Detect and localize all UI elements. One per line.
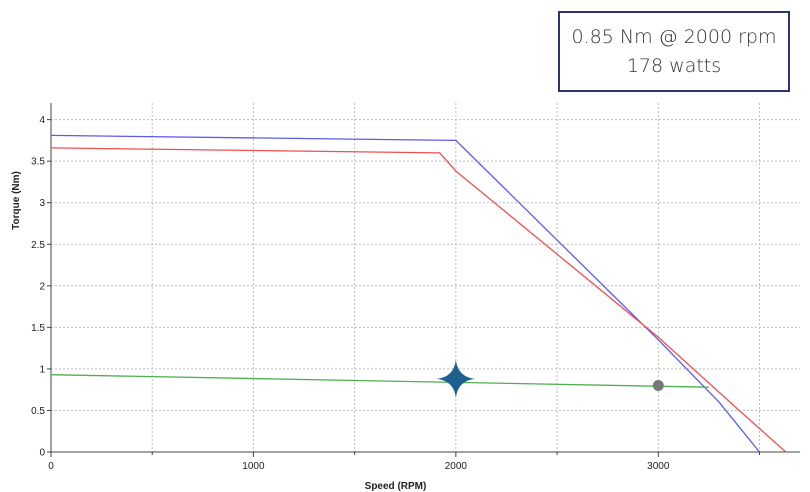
y-tick-label: 4 bbox=[39, 115, 45, 126]
y-tick-label: 0.5 bbox=[31, 406, 45, 417]
y-tick-label: 0 bbox=[39, 448, 45, 459]
y-tick-label: 2.5 bbox=[31, 240, 45, 251]
operating-point-readout: 0.85 Nm @ 2000 rpm 178 watts bbox=[558, 11, 790, 92]
y-tick-label: 1 bbox=[39, 364, 45, 375]
rated-point-dot-marker bbox=[652, 380, 664, 392]
x-tick-label: 2000 bbox=[445, 461, 468, 472]
readout-torque-speed: 0.85 Nm @ 2000 rpm bbox=[571, 25, 777, 48]
operating-point-star-marker bbox=[436, 359, 475, 398]
x-tick-label: 1000 bbox=[242, 461, 265, 472]
y-tick-label: 3 bbox=[39, 198, 45, 209]
grid-lines bbox=[51, 103, 800, 452]
series-line-2 bbox=[50, 374, 709, 388]
y-axis-title: Torque (Nm) bbox=[11, 171, 22, 230]
x-tick-label: 3000 bbox=[647, 461, 670, 472]
axes: 0 0.5 1 1.5 2 2.5 3 3.5 4 0 1000 2000 3000 bbox=[31, 103, 800, 472]
y-tick-label: 1.5 bbox=[31, 323, 45, 334]
series-line-0 bbox=[50, 134, 761, 453]
markers bbox=[436, 359, 664, 398]
series-lines bbox=[50, 134, 787, 453]
y-tick-label: 3.5 bbox=[31, 157, 45, 168]
series-line-1 bbox=[50, 147, 787, 453]
x-axis-title: Speed (RPM) bbox=[365, 481, 427, 492]
y-tick-label: 2 bbox=[39, 281, 45, 292]
readout-power: 178 watts bbox=[626, 54, 722, 77]
x-tick-label: 0 bbox=[48, 461, 54, 472]
